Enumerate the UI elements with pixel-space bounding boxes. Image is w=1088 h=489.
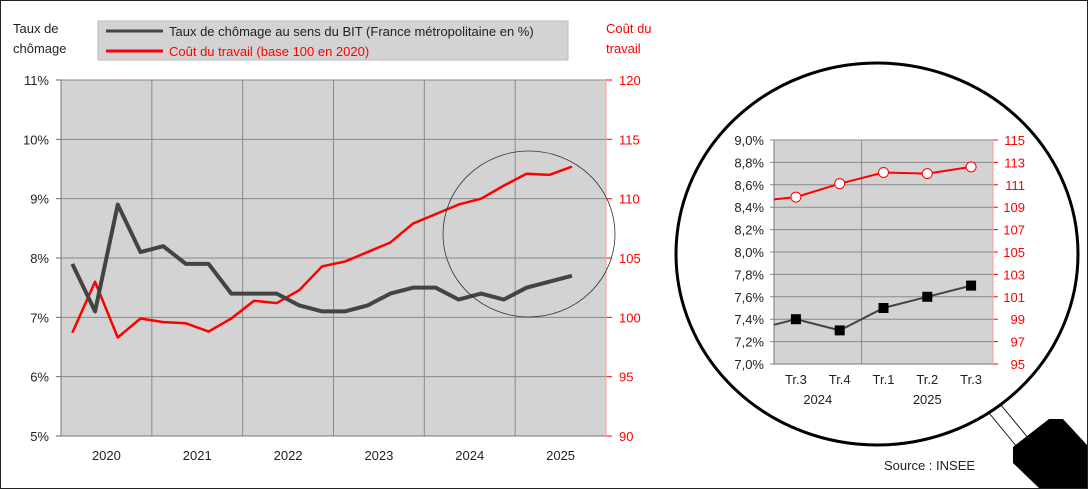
y-tick-label: 9% (30, 192, 49, 207)
y-tick-label: 7% (30, 310, 49, 325)
zoom-marker-unemployment (834, 325, 845, 336)
zoom-x-tick-label: Tr.3 (960, 372, 982, 387)
zoom-marker-unemployment (878, 303, 889, 313)
zoom-y2-tick-label: 107 (1003, 223, 1025, 238)
x-tick-label: 2020 (92, 448, 121, 463)
legend-label-labour-cost: Coût du travail (base 100 en 2020) (169, 44, 369, 59)
y-tick-label: 10% (23, 132, 49, 147)
y-axis-title: Taux de (13, 21, 59, 36)
zoom-y-tick-label: 8,6% (734, 178, 764, 193)
zoom-x-group-label: 2025 (913, 392, 942, 407)
zoom-x-tick-label: Tr.2 (916, 372, 938, 387)
zoom-y2-tick-label: 99 (1011, 312, 1025, 327)
zoom-marker-labour-cost (834, 178, 846, 190)
x-tick-label: 2025 (546, 448, 575, 463)
source-note: Source : INSEE (884, 458, 975, 473)
zoom-y2-tick-label: 105 (1003, 245, 1025, 260)
y-tick-label: 11% (24, 73, 49, 88)
zoom-marker-labour-cost (790, 191, 802, 203)
zoom-y-tick-label: 8,8% (734, 155, 764, 170)
zoom-marker-labour-cost (921, 168, 933, 180)
zoom-y2-tick-label: 111 (1005, 178, 1025, 193)
zoom-marker-labour-cost (878, 166, 889, 178)
y2-tick-label: 105 (619, 251, 641, 266)
zoom-marker-unemployment (922, 291, 933, 302)
zoom-y2-tick-label: 115 (1004, 133, 1025, 148)
magnifier-handle-grip (1013, 419, 1087, 488)
y2-tick-label: 120 (619, 73, 641, 88)
y-axis-title: chômage (13, 41, 66, 56)
zoom-x-tick-label: Tr.1 (873, 372, 895, 387)
zoom-y-tick-label: 7,6% (734, 290, 764, 305)
y-tick-label: 6% (30, 370, 49, 385)
zoom-y-tick-label: 7,2% (734, 335, 764, 350)
y2-tick-label: 115 (619, 132, 640, 147)
y2-tick-label: 110 (619, 192, 640, 207)
zoom-marker-labour-cost (965, 161, 977, 173)
x-tick-label: 2022 (274, 448, 303, 463)
zoom-x-tick-label: Tr.4 (829, 372, 851, 387)
zoom-y-tick-label: 8,0% (734, 245, 764, 260)
y-tick-label: 5% (30, 429, 49, 444)
y-tick-label: 8% (30, 251, 49, 266)
y2-tick-label: 95 (619, 370, 633, 385)
zoom-y2-tick-label: 109 (1003, 200, 1025, 215)
zoom-y2-tick-label: 97 (1011, 335, 1025, 350)
zoom-y2-tick-label: 113 (1004, 155, 1025, 170)
zoom-y2-tick-label: 101 (1003, 290, 1025, 305)
y2-axis-title: Coût du (606, 21, 652, 36)
zoom-y-tick-label: 7,0% (734, 357, 764, 372)
y2-axis-title: travail (606, 41, 641, 56)
y2-tick-label: 90 (619, 429, 633, 444)
zoom-marker-unemployment (966, 280, 977, 291)
x-tick-label: 2023 (364, 448, 393, 463)
zoom-y-tick-label: 9,0% (734, 133, 764, 148)
zoom-highlight-ellipse (442, 150, 616, 318)
zoom-y2-tick-label: 103 (1003, 267, 1025, 282)
series-line-labour-cost (71, 165, 573, 339)
x-tick-label: 2024 (455, 448, 484, 463)
legend-label-unemployment: Taux de chômage au sens du BIT (France m… (169, 24, 534, 39)
zoom-y-tick-label: 8,4% (734, 200, 764, 215)
zoom-y-tick-label: 8,2% (734, 223, 764, 238)
y2-tick-label: 100 (619, 310, 641, 325)
series-line-unemployment (70, 202, 573, 314)
legend (97, 20, 569, 61)
x-tick-label: 2021 (183, 448, 212, 463)
zoom-x-group-label: 2024 (803, 392, 832, 407)
zoom-y-tick-label: 7,8% (734, 267, 764, 282)
zoom-x-tick-label: Tr.3 (785, 372, 807, 387)
zoom-y-tick-label: 7,4% (734, 312, 764, 327)
zoom-marker-unemployment (790, 314, 801, 325)
zoom-y2-tick-label: 95 (1011, 357, 1025, 372)
